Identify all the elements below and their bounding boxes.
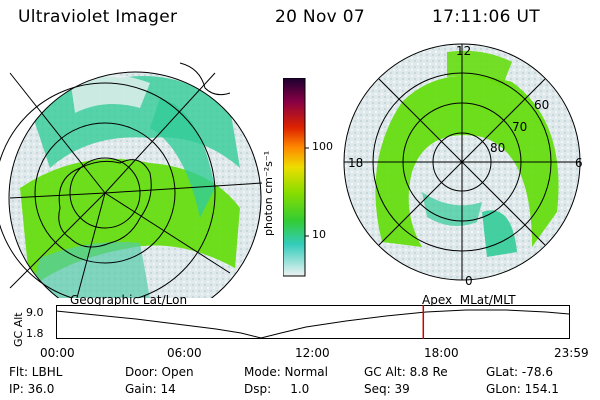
- mlt-label-0: 0: [465, 274, 473, 288]
- colorbar: [283, 78, 309, 277]
- timeline-xtick-4: 23:59: [554, 346, 589, 360]
- right-panel-caption: Apex MLat/MLT: [422, 293, 516, 307]
- status-seq: Seq: 39: [364, 382, 410, 396]
- timeline-xtick-1: 06:00: [167, 346, 202, 360]
- left-panel-caption: Geographic Lat/Lon: [70, 293, 188, 307]
- geographic-image[interactable]: [0, 38, 270, 298]
- status-door: Door: Open: [125, 365, 194, 379]
- timeline-xtick-0: 00:00: [40, 346, 75, 360]
- timeline-ytick-high: 9.0: [26, 306, 44, 319]
- mlat-label-70: 70: [512, 120, 528, 134]
- mlat-label-80: 80: [490, 141, 506, 155]
- altitude-timeline[interactable]: [56, 305, 570, 341]
- mlat-label-60: 60: [534, 98, 550, 112]
- app-title: Ultraviolet Imager: [18, 7, 178, 27]
- status-ip: IP: 36.0: [9, 382, 55, 396]
- colorbar-label: photon cm⁻²s⁻¹: [262, 150, 275, 236]
- status-gc-alt: GC Alt: 8.8 Re: [364, 365, 448, 379]
- mlt-label-6: 6: [575, 156, 583, 170]
- mlt-label-12: 12: [456, 44, 472, 58]
- status-mode: Mode: Normal: [244, 365, 328, 379]
- status-glat: GLat: -78.6: [486, 365, 553, 379]
- status-glon: GLon: 154.1: [486, 382, 559, 396]
- time-label: 17:11:06 UT: [432, 7, 540, 27]
- magnetic-image[interactable]: [342, 42, 582, 282]
- colorbar-tick-100: 100: [312, 140, 333, 153]
- date-label: 20 Nov 07: [275, 7, 365, 27]
- status-filter: Flt: LBHL: [9, 365, 63, 379]
- status-gain: Gain: 14: [125, 382, 176, 396]
- colorbar-tick-10: 10: [312, 228, 326, 241]
- timeline-ytick-low: 1.8: [26, 327, 44, 340]
- status-dsp: Dsp: 1.0: [244, 382, 310, 396]
- timeline-xtick-3: 18:00: [424, 346, 459, 360]
- mlt-label-18: 18: [348, 156, 364, 170]
- timeline-xtick-2: 12:00: [295, 346, 330, 360]
- timeline-ylabel: GC Alt: [12, 312, 25, 347]
